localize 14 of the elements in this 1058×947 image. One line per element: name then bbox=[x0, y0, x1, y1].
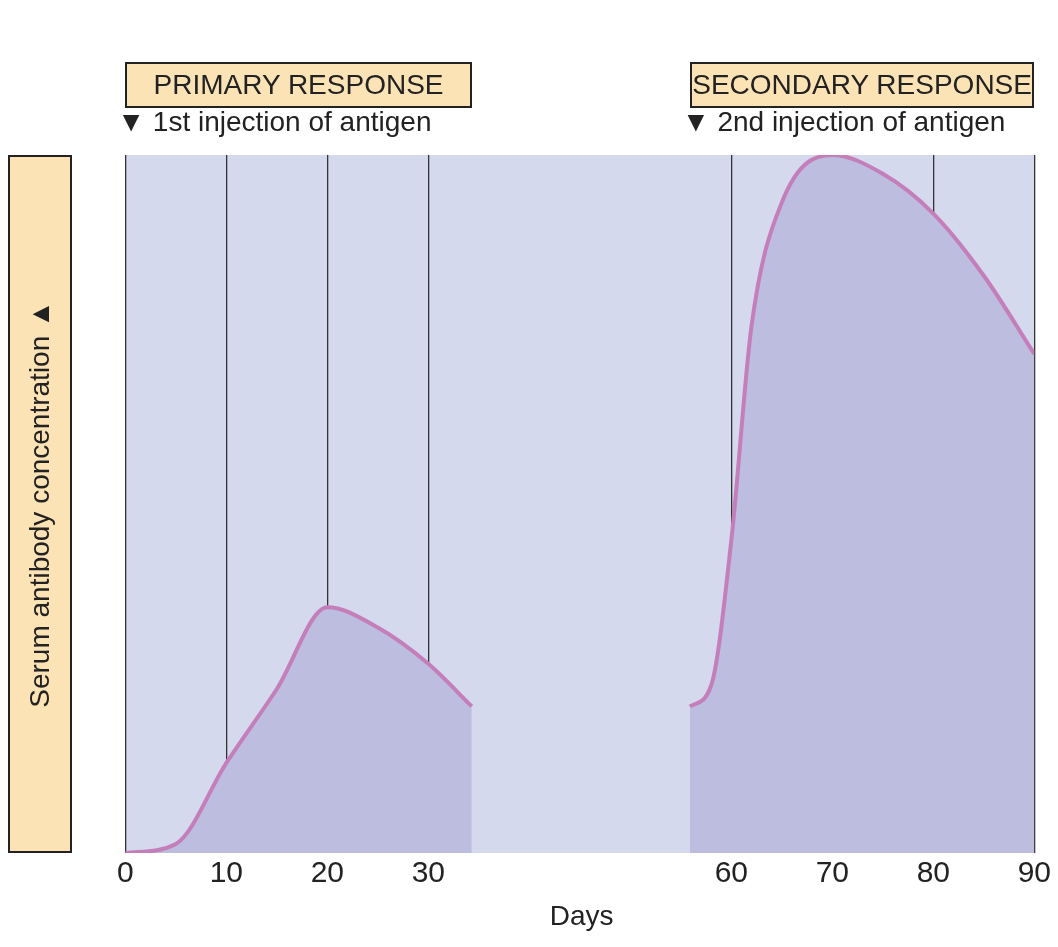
x-axis-title: Days bbox=[549, 900, 614, 932]
text: SECONDARY RESPONSE bbox=[692, 69, 1032, 100]
y-axis-title: Serum antibody concentration ▲ bbox=[24, 300, 56, 708]
x-tick-label: 70 bbox=[815, 855, 850, 889]
x-tick-label: 60 bbox=[714, 855, 749, 889]
x-tick-label: 10 bbox=[209, 855, 244, 889]
x-tick-label: 20 bbox=[310, 855, 345, 889]
x-tick-label: 90 bbox=[1017, 855, 1051, 889]
text: PRIMARY RESPONSE bbox=[153, 69, 444, 100]
x-tick-label: 80 bbox=[916, 855, 951, 889]
text: ▼ 2nd injection of antigen bbox=[681, 106, 1006, 138]
x-tick-label: 0 bbox=[117, 855, 134, 889]
x-tick-label: 30 bbox=[411, 855, 446, 889]
text: ▼ 1st injection of antigen bbox=[117, 106, 432, 138]
